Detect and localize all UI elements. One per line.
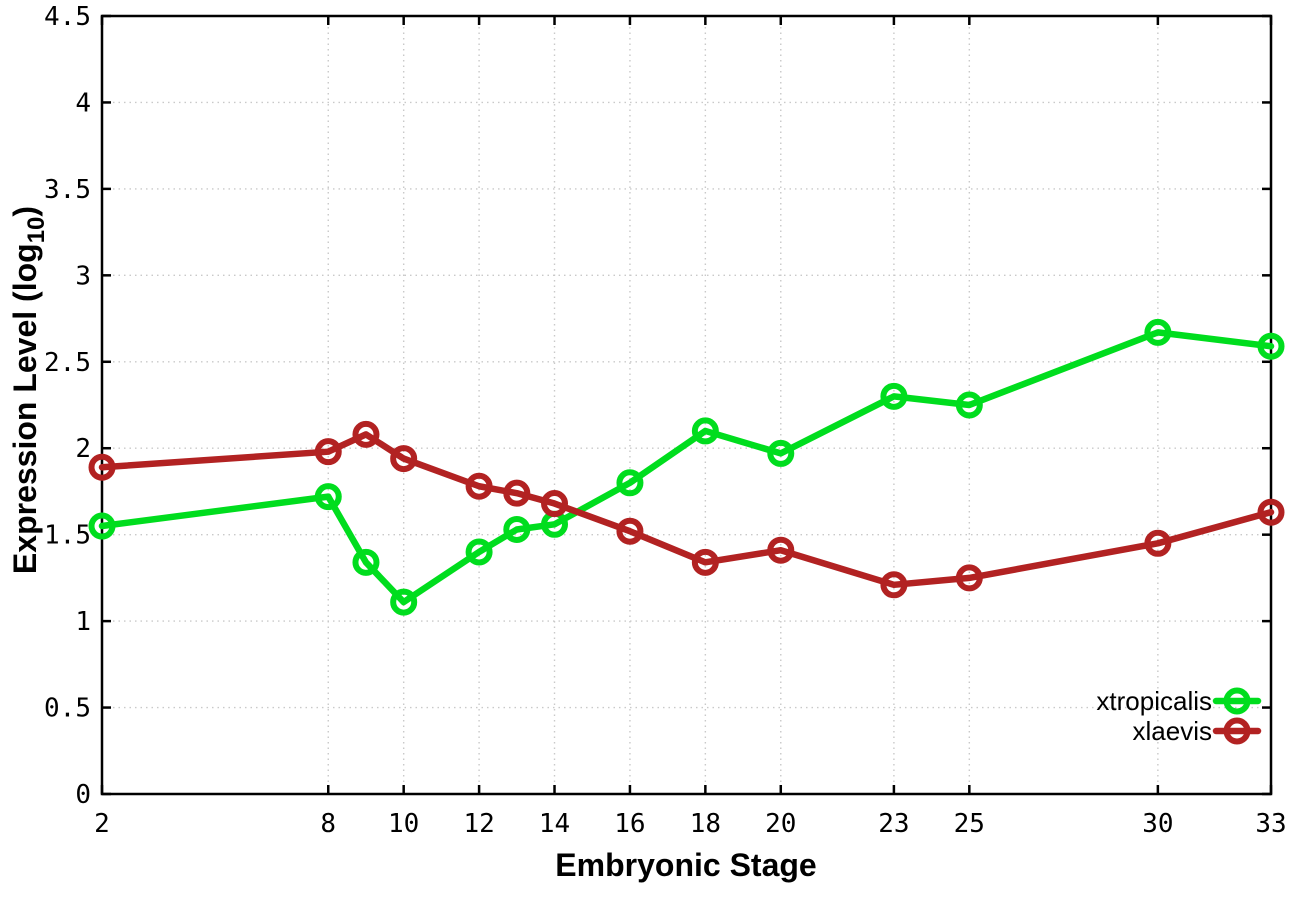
data-point-xtropicalis: [616, 469, 644, 497]
series-line-xlaevis: [98, 431, 1275, 589]
data-point-xtropicalis: [767, 439, 795, 467]
data-point-xtropicalis: [1257, 332, 1285, 360]
data-point-xlaevis: [691, 548, 719, 576]
data-point-xtropicalis: [691, 417, 719, 445]
x-tick-label: 14: [539, 809, 570, 839]
y-tick-label: 3.5: [44, 175, 91, 205]
plot-border: [100, 14, 1273, 796]
data-point-xlaevis: [88, 453, 116, 481]
x-tick-label: 8: [320, 809, 336, 839]
data-point-xtropicalis: [503, 515, 531, 543]
y-tick-label: 0.5: [44, 694, 91, 724]
legend-marker-xlaevis: [1223, 717, 1251, 745]
y-axis-label-subscript: 10: [23, 217, 50, 244]
data-point-xtropicalis: [88, 512, 116, 540]
data-point-xlaevis: [1144, 529, 1172, 557]
y-tick-label: 3: [75, 261, 91, 291]
series-line-xtropicalis: [98, 329, 1275, 606]
data-point-xlaevis: [880, 571, 908, 599]
y-tick-label: 4: [75, 88, 91, 118]
axis-tick-labels: 0 0.5 1 1.5 2 2.5 3 3.5 4 4.5 2 8 10 12 14 16 18 20 23 25 30…: [44, 2, 1287, 839]
data-point-xlaevis: [465, 472, 493, 500]
data-point-xlaevis: [314, 438, 342, 466]
data-point-xlaevis: [767, 536, 795, 564]
svg-text:Expression Level (log10): Expression Level (log10): [7, 206, 50, 574]
data-point-xlaevis: [616, 517, 644, 545]
legend-label-xtropicalis: xtropicalis: [1096, 686, 1212, 716]
axis-ticks: [100, 14, 1273, 796]
legend-label-xlaevis: xlaevis: [1133, 716, 1212, 746]
y-axis-label-main: Expression Level (log: [7, 243, 43, 574]
series-xlaevis: [88, 420, 1285, 599]
data-point-xlaevis: [390, 445, 418, 473]
x-tick-label: 16: [614, 809, 645, 839]
data-point-xlaevis: [541, 490, 569, 518]
data-point-xtropicalis: [390, 588, 418, 616]
x-tick-label: 20: [765, 809, 796, 839]
y-tick-label: 1.5: [44, 521, 91, 551]
data-point-xtropicalis: [352, 548, 380, 576]
x-tick-label: 30: [1142, 809, 1173, 839]
x-tick-label: 25: [954, 809, 985, 839]
y-tick-label: 2.5: [44, 348, 91, 378]
y-tick-label: 1: [75, 607, 91, 637]
data-series: [88, 318, 1285, 616]
x-tick-label: 23: [878, 809, 909, 839]
data-point-xlaevis: [352, 420, 380, 448]
data-point-xtropicalis: [955, 391, 983, 419]
data-point-xlaevis: [1257, 498, 1285, 526]
data-point-xlaevis: [955, 564, 983, 592]
x-tick-label: 18: [690, 809, 721, 839]
x-tick-label: 2: [94, 809, 110, 839]
data-point-xlaevis: [503, 479, 531, 507]
y-tick-label: 2: [75, 434, 91, 464]
x-tick-label: 10: [388, 809, 419, 839]
x-tick-label: 33: [1255, 809, 1286, 839]
x-axis-label: Embryonic Stage: [555, 847, 816, 883]
legend-item-xlaevis: xlaevis: [1133, 716, 1262, 746]
series-xtropicalis: [88, 318, 1285, 616]
data-point-xtropicalis: [465, 538, 493, 566]
legend-marker-xtropicalis: [1223, 687, 1251, 715]
y-tick-label: 4.5: [44, 2, 91, 32]
grid-lines: [102, 16, 1271, 794]
x-tick-label: 12: [463, 809, 494, 839]
y-tick-label: 0: [75, 780, 91, 810]
y-axis-label: Expression Level (log10): [7, 206, 50, 574]
data-point-xtropicalis: [1144, 318, 1172, 346]
y-axis-label-end: ): [7, 206, 43, 217]
data-point-xtropicalis: [880, 382, 908, 410]
data-point-xtropicalis: [314, 483, 342, 511]
legend-item-xtropicalis: xtropicalis: [1096, 686, 1262, 716]
